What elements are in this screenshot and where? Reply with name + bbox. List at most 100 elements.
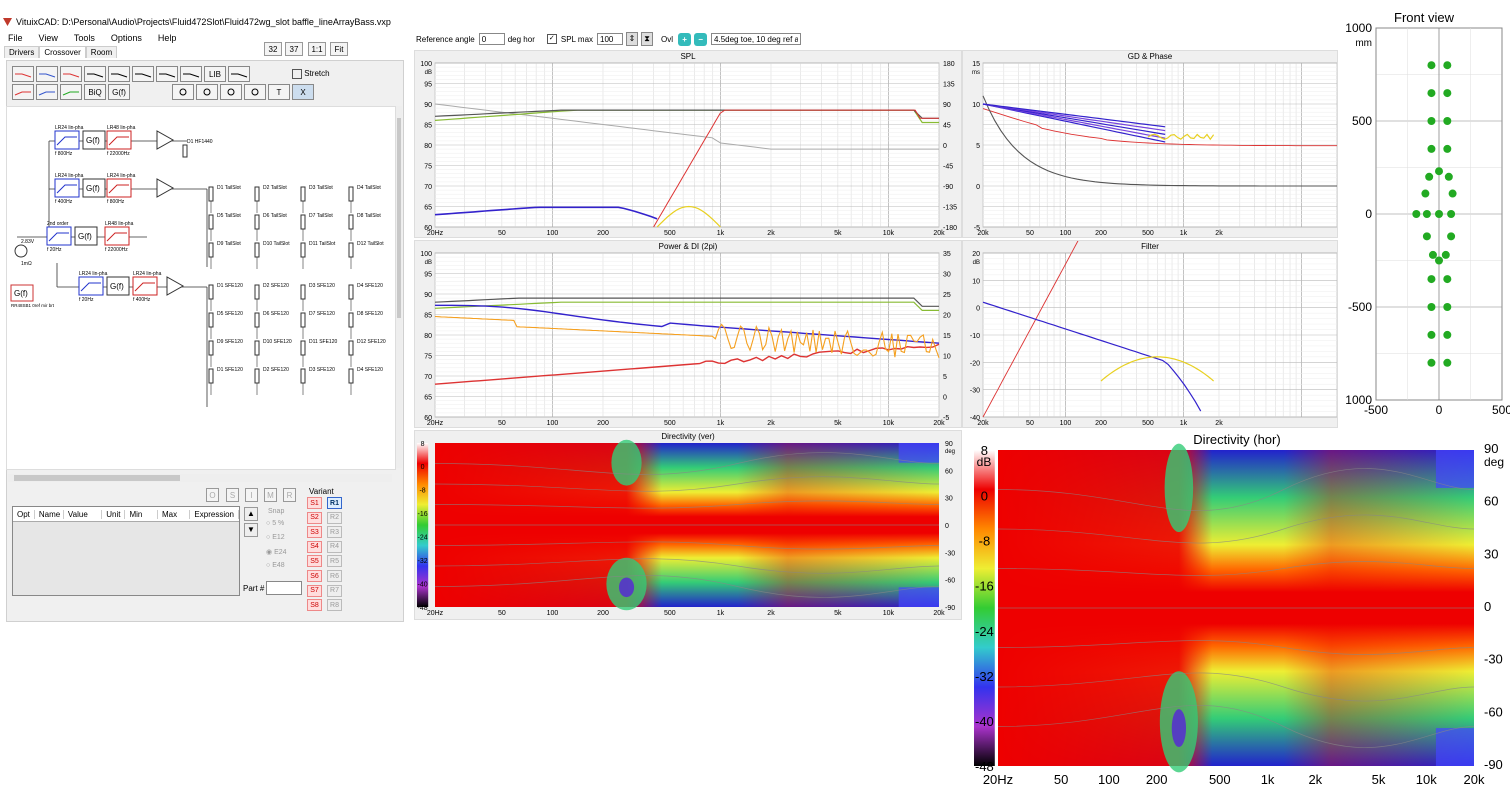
- remove-overlay-icon[interactable]: −: [694, 32, 708, 46]
- variant-s1-button[interactable]: S1: [307, 497, 322, 509]
- zoom-32-button[interactable]: 32: [264, 42, 282, 56]
- variant-s3-button[interactable]: S3: [307, 526, 322, 539]
- menu-tools[interactable]: Tools: [73, 33, 95, 43]
- variant-r3-button[interactable]: R3: [327, 526, 342, 539]
- variant-s6-button[interactable]: S6: [307, 570, 322, 582]
- directivity-ver-plot[interactable]: Directivity (ver) 8 0 -8 -16 -24 -32 -40 -48 90 6…: [414, 430, 962, 620]
- variant-r6-button[interactable]: R6: [327, 570, 342, 582]
- variant-s4-button[interactable]: S4: [307, 540, 322, 553]
- tool-bp-button[interactable]: [36, 66, 58, 82]
- snap-e12-radio[interactable]: ○ E12: [266, 534, 285, 541]
- tool-res-button[interactable]: [180, 66, 202, 82]
- tool-hp2-button[interactable]: [36, 84, 58, 100]
- variant-r8-button[interactable]: R8: [327, 599, 342, 612]
- scale-label: -40: [418, 581, 428, 588]
- tool-lp-button[interactable]: [12, 66, 34, 82]
- tool-transformer-button[interactable]: [196, 84, 218, 100]
- move-down-button[interactable]: ▼: [244, 523, 258, 537]
- tool-coil-button[interactable]: [172, 84, 194, 100]
- schematic-canvas[interactable]: LR24 lin-pha f 800Hz G(f) LR48 lin-pha f 220…: [6, 106, 396, 470]
- y-tick-label: 95: [424, 272, 432, 279]
- menu-view[interactable]: View: [38, 33, 58, 43]
- variant-s5-button[interactable]: S5: [307, 555, 322, 568]
- snap-e48-radio[interactable]: ○ E48: [266, 562, 285, 569]
- tool-x-button[interactable]: X: [292, 84, 314, 100]
- tool-buffer-button[interactable]: [108, 66, 130, 82]
- snap-5pct-radio[interactable]: ○ 5 %: [266, 520, 285, 527]
- menu-help[interactable]: Help: [157, 33, 177, 43]
- variant-s7-button[interactable]: S7: [307, 584, 322, 597]
- opt-s-button[interactable]: S: [226, 488, 239, 502]
- y-unit: ms: [972, 70, 980, 76]
- power-di-plot[interactable]: Power & DI (2pi) 100 95 90 85 80 75 70 65 60 35 30…: [414, 240, 962, 428]
- add-overlay-icon[interactable]: +: [678, 32, 692, 46]
- x-tick-label: 10k: [883, 420, 895, 427]
- menu-options[interactable]: Options: [110, 33, 142, 43]
- opt-m-button[interactable]: M: [264, 488, 277, 502]
- driver-dot: [1447, 210, 1456, 218]
- y-tick-label: 90: [1484, 441, 1498, 456]
- dir-hor-title: Directivity (hor): [1193, 432, 1281, 447]
- tab-drivers[interactable]: Drivers: [4, 46, 40, 58]
- filter-plot[interactable]: Filter 20 10 0 -10 -20 -30 -40 dB 20k 50 100 200 500…: [962, 231, 1338, 428]
- scale-label: -16: [975, 579, 994, 594]
- tool-speaker-button[interactable]: [220, 84, 242, 100]
- opt-i-button[interactable]: I: [245, 488, 258, 502]
- schematic-hscrollbar[interactable]: [8, 474, 392, 482]
- tool-lp2-button[interactable]: [12, 84, 34, 100]
- snap-e24-radio[interactable]: ◉ E24: [266, 549, 287, 556]
- variant-r5-button[interactable]: R5: [327, 555, 342, 568]
- opt-o-button[interactable]: O: [206, 488, 219, 502]
- tab-crossover[interactable]: Crossover: [39, 46, 86, 58]
- directivity-hor-plot[interactable]: Directivity (hor) 8 0 -8 -16 -24 -32 -40 -48 dB 9…: [962, 430, 1512, 792]
- spl-max-checkbox[interactable]: ✓: [546, 34, 557, 44]
- x-tick-label: 200: [597, 420, 609, 427]
- part-number-input[interactable]: [266, 581, 302, 595]
- variant-r2-button[interactable]: R2: [327, 511, 342, 524]
- y-tick-label: -40: [970, 415, 980, 422]
- y-tick-label: -135: [943, 205, 957, 212]
- tool-cap-button[interactable]: [156, 66, 178, 82]
- note-input[interactable]: [711, 33, 802, 45]
- spl-fit-icon[interactable]: ⧗: [641, 32, 654, 46]
- tool-line-button[interactable]: [228, 66, 250, 82]
- driver-label: D10 TailSlot: [263, 241, 290, 247]
- move-up-button[interactable]: ▲: [244, 507, 258, 521]
- tool-bp2-button[interactable]: [60, 84, 82, 100]
- stretch-checkbox[interactable]: Stretch: [292, 69, 330, 79]
- x-tick-label: 1k: [717, 230, 725, 237]
- tool-t-button[interactable]: T: [268, 84, 290, 100]
- driver-dot: [1427, 330, 1436, 339]
- ref-angle-input[interactable]: [478, 33, 505, 45]
- variant-s8-button[interactable]: S8: [307, 599, 322, 612]
- tool-shelf-button[interactable]: [84, 66, 106, 82]
- variant-r7-button[interactable]: R7: [327, 584, 342, 597]
- tab-room[interactable]: Room: [85, 46, 118, 58]
- parameter-table[interactable]: Opt Name Value Unit Min Max Expression: [12, 506, 240, 596]
- opt-r-button[interactable]: R: [283, 488, 296, 502]
- block-sub: f 800Hz: [107, 199, 125, 205]
- zoom-37-button[interactable]: 37: [285, 42, 303, 56]
- tool-gf-button[interactable]: G(f): [108, 84, 130, 100]
- zoom-fit-button[interactable]: Fit: [330, 42, 348, 56]
- spl-max-spinner-icon[interactable]: ⇕: [626, 32, 639, 46]
- menu-file[interactable]: File: [8, 33, 23, 43]
- spl-max-input[interactable]: [597, 33, 624, 45]
- spl-plot[interactable]: SPL 100 95 90 85 80 75 70 65 60 180 135 90 45 0 -45 -90…: [414, 50, 962, 238]
- tool-ground-button[interactable]: [244, 84, 266, 100]
- gd-phase-plot[interactable]: GD & Phase 15 10 5 0 -5 ms 20k 50 100 200 500 1k 2k: [962, 50, 1338, 238]
- schematic-vscrollbar[interactable]: [396, 106, 402, 468]
- variant-r4-button[interactable]: R4: [327, 540, 342, 553]
- tool-lib-button[interactable]: LIB: [204, 66, 226, 82]
- filter-block: LR24 lin-pha f 20Hz G(f): [78, 271, 130, 303]
- tool-hp-button[interactable]: [60, 66, 82, 82]
- block-rect: [106, 178, 132, 198]
- tool-biq-button[interactable]: BiQ: [84, 84, 106, 100]
- variant-s2-button[interactable]: S2: [307, 511, 322, 524]
- variant-r1-button[interactable]: R1: [327, 497, 342, 509]
- filter-block: 2nd order f 20Hz G(f): [46, 221, 98, 253]
- tool-inverter-button[interactable]: [132, 66, 154, 82]
- zoom-1-1-button[interactable]: 1:1: [308, 42, 326, 56]
- driver-dot: [1435, 210, 1443, 218]
- fv-y-unit: mm: [1355, 38, 1372, 49]
